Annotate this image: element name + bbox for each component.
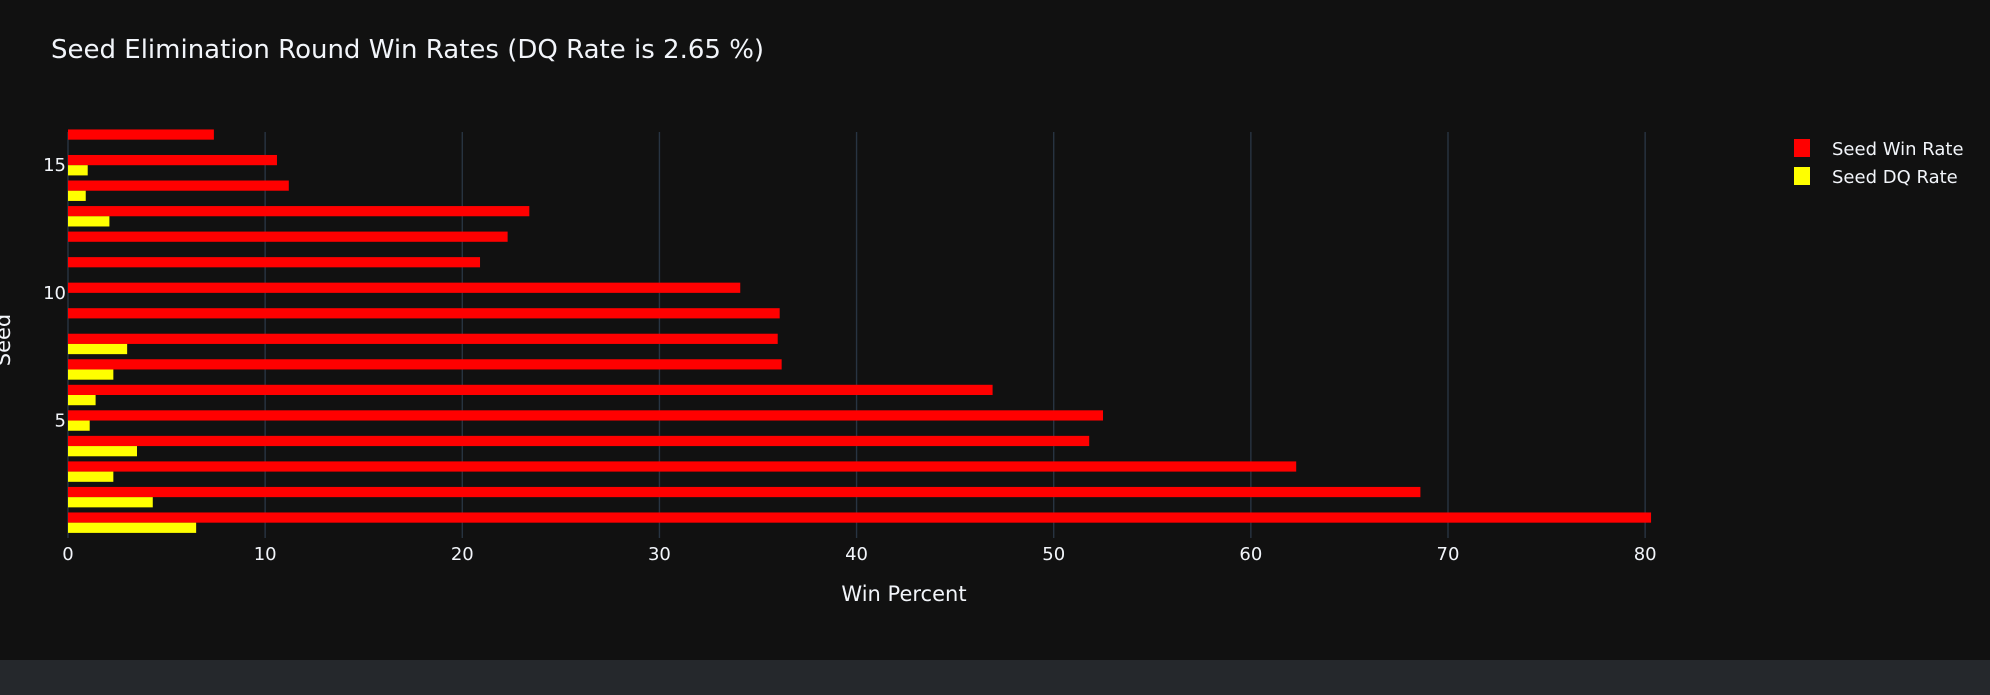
x-tick-label: 60 (1239, 544, 1262, 565)
x-tick-label: 80 (1634, 544, 1657, 565)
dq-rate-bar (68, 216, 110, 227)
x-axis-ticks: 0 10 20 30 40 50 60 70 80 (62, 544, 1656, 565)
legend[interactable]: Seed Win Rate Seed DQ Rate (1794, 139, 1964, 188)
win-rate-bar (68, 308, 780, 319)
win-rate-bar (68, 512, 1652, 523)
dq-rate-bar (68, 497, 153, 508)
dq-rate-bar (68, 395, 96, 406)
win-rate-bar (68, 410, 1103, 421)
win-rate-bar (68, 333, 778, 344)
win-rate-bar (68, 129, 214, 140)
win-rate-bar (68, 282, 741, 293)
x-tick-label: 0 (62, 544, 73, 565)
x-axis-label: Win Percent (841, 582, 966, 606)
dq-rate-bar (68, 165, 88, 176)
win-rate-bar (68, 231, 508, 242)
y-axis-ticks: 5 10 15 (43, 155, 66, 431)
dq-rate-bar (68, 420, 90, 431)
dq-rate-bar (68, 343, 128, 355)
x-tick-label: 30 (648, 544, 671, 565)
bars (68, 129, 1652, 533)
y-tick-label: 15 (43, 155, 66, 176)
win-rate-bar (68, 435, 1090, 447)
legend-item[interactable]: Seed DQ Rate (1794, 167, 1958, 188)
win-rate-bar (68, 154, 277, 166)
x-tick-label: 70 (1437, 544, 1460, 565)
dq-rate-bar (68, 471, 114, 482)
y-tick-label: 5 (55, 411, 66, 432)
win-rate-bar (68, 206, 530, 217)
legend-swatch (1794, 167, 1810, 185)
x-tick-label: 10 (254, 544, 277, 565)
dq-rate-bar (68, 369, 114, 380)
win-rate-bar (68, 359, 782, 370)
bar-chart: Seed Elimination Round Win Rates (DQ Rat… (0, 35, 1964, 606)
x-tick-label: 20 (451, 544, 474, 565)
y-axis-label: Seed (0, 314, 15, 367)
dq-rate-bar (68, 190, 86, 201)
legend-item[interactable]: Seed Win Rate (1794, 139, 1964, 160)
legend-label: Seed Win Rate (1832, 139, 1964, 160)
win-rate-bar (68, 180, 289, 191)
win-rate-bar (68, 486, 1421, 498)
x-tick-label: 40 (845, 544, 868, 565)
dq-rate-bar (68, 446, 137, 457)
win-rate-bar (68, 257, 481, 268)
win-rate-bar (68, 384, 993, 396)
legend-label: Seed DQ Rate (1832, 167, 1958, 188)
dq-rate-bar (68, 522, 197, 533)
win-rate-bar (68, 461, 1297, 472)
y-tick-label: 10 (43, 283, 66, 304)
chart-title: Seed Elimination Round Win Rates (DQ Rat… (51, 35, 764, 65)
chart-area: Seed Elimination Round Win Rates (DQ Rat… (0, 35, 1964, 606)
x-tick-label: 50 (1042, 544, 1065, 565)
grid-lines (67, 132, 1646, 538)
legend-swatch (1794, 139, 1810, 157)
footer-bar (0, 660, 1990, 695)
